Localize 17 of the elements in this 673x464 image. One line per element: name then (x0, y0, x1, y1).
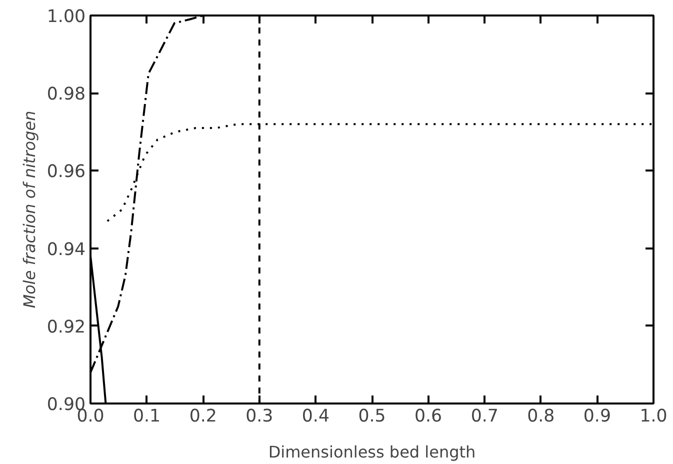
x-tick-label: 0.3 (246, 406, 274, 426)
x-tick-label: 0.8 (527, 406, 555, 426)
y-tick-label: 0.94 (46, 240, 86, 260)
y-tick-label: 0.98 (46, 84, 86, 105)
y-axis-title: Mole fraction of nitrogen (20, 110, 39, 308)
y-tick-label: 0.96 (46, 162, 86, 182)
x-tick-label: 0.7 (470, 406, 498, 426)
y-tick-label: 0.92 (46, 317, 86, 338)
x-axis-title: Dimensionless bed length (268, 442, 476, 462)
x-tick-label: 0.9 (583, 406, 611, 426)
x-tick-label: 0.2 (189, 406, 217, 426)
y-tick-label: 1.00 (46, 7, 86, 27)
x-tick-label: 1.0 (640, 406, 668, 426)
x-tick-label: 0.1 (133, 406, 161, 426)
x-tick-label: 0.4 (302, 406, 330, 426)
x-tick-label: 0.6 (414, 406, 442, 426)
x-tick-label: 0.5 (358, 406, 386, 426)
